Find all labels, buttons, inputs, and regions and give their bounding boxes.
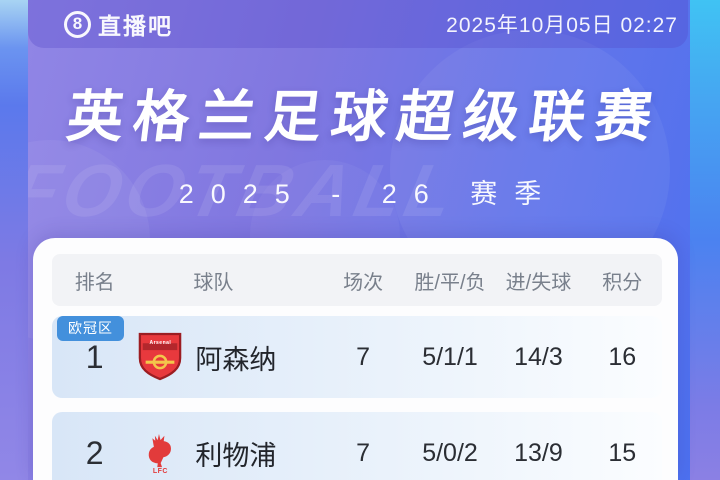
logo-8-icon: 8 [64,10,91,38]
column-header-rank: 排名 [74,271,115,294]
table-header-row: 排名 球队 场次 胜/平/负 进/失球 积分 [52,254,662,306]
liverpool-crest-icon: LFC [137,427,183,479]
logo-text: 直播吧 [98,13,173,39]
page-title: 英格兰足球超级联赛 [0,72,720,153]
arsenal-crest-icon: Arsenal [137,331,183,383]
column-header-team: 球队 [193,271,234,294]
column-header-goals-for-against: 进/失球 [505,271,572,294]
column-header-matches: 场次 [343,271,384,294]
column-header-win-draw-loss: 胜/平/负 [414,271,486,294]
points-value: 16 [608,342,637,371]
standings-card: 排名 球队 场次 胜/平/负 进/失球 积分 欧冠区 1 Arsenal [33,238,678,480]
matches-value: 7 [356,438,371,467]
zhibo8-logo: 8 直播吧 [64,7,173,41]
liverpool-crest-text: LFC [152,467,168,475]
win-draw-loss-value: 5/1/1 [422,342,478,371]
rank-value: 2 [85,434,104,471]
right-stripe-decoration [690,0,720,480]
points-value: 15 [608,438,637,467]
team-cell: LFC 利物浦 [137,427,320,479]
goals-value: 14/3 [514,342,563,371]
rank-value: 1 [85,338,104,375]
arsenal-crest-text: Arsenal [149,340,172,346]
team-cell: Arsenal 阿森纳 [137,331,320,383]
column-header-points: 积分 [602,271,643,294]
datetime-label: 2025年10月05日 02:27 [446,14,678,37]
page-title-text: 英格兰足球超级联赛 [63,85,666,148]
win-draw-loss-value: 5/0/2 [422,438,478,467]
table-row-liverpool: 2 LFC 利物浦 7 5/0/2 13/9 15 [52,412,662,480]
team-name: 阿森纳 [195,344,277,375]
left-stripe-decoration [0,0,28,480]
season-label: 2025 - 26 赛季 [178,179,559,209]
champions-league-zone-badge: 欧冠区 [57,316,124,341]
top-bar: 8 直播吧 2025年10月05日 02:27 [28,0,688,48]
goals-value: 13/9 [514,438,563,467]
team-name: 利物浦 [195,440,277,471]
table-row-arsenal: 欧冠区 1 Arsenal 阿森纳 7 5/1/1 14/3 16 [52,316,662,398]
matches-value: 7 [356,342,371,371]
